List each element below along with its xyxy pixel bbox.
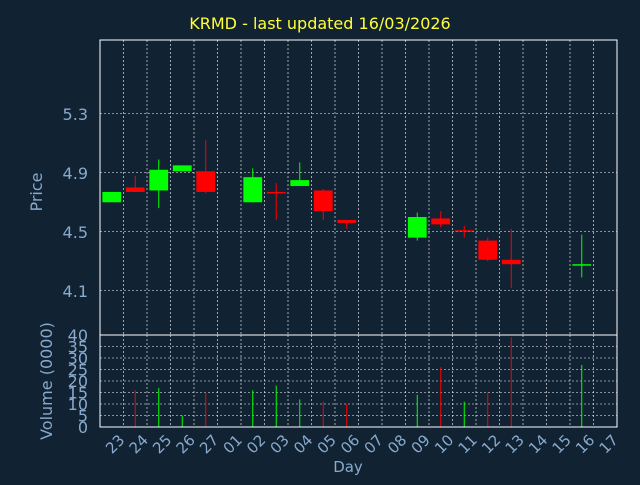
price-layer: [102, 140, 592, 288]
x-tick-label: 13: [502, 431, 528, 457]
candle-body: [149, 169, 169, 191]
candle-body: [196, 171, 216, 192]
candle-body: [478, 240, 498, 260]
volume-axis-title: Volume (0000): [37, 322, 56, 440]
x-tick-label: 26: [173, 431, 199, 457]
grid-layer: [100, 40, 617, 427]
x-tick-label: 14: [525, 431, 551, 457]
x-tick-label: 27: [196, 431, 222, 457]
candle-body: [125, 187, 145, 192]
x-tick-label: 15: [549, 431, 575, 457]
volume-tick-label: 40: [68, 326, 88, 345]
x-tick-label: 25: [149, 431, 175, 457]
candle-body: [501, 259, 521, 265]
volume-tick-label: 0: [78, 418, 88, 437]
x-tick-label: 05: [314, 431, 340, 457]
x-tick-label: 11: [455, 431, 481, 457]
x-tick-label: 12: [478, 431, 504, 457]
x-tick-label: 01: [220, 431, 246, 457]
x-tick-label: 09: [408, 431, 434, 457]
candle-body: [431, 218, 451, 225]
price-tick-label: 4.5: [63, 223, 88, 242]
x-tick-label: 24: [126, 431, 152, 457]
x-tick-label: 10: [431, 431, 457, 457]
candle-body: [290, 180, 310, 187]
x-axis-title: Day: [333, 458, 363, 476]
volume-layer: [134, 337, 583, 427]
volume-tick-label: 5: [78, 407, 88, 426]
candle-body: [407, 217, 427, 238]
x-tick-label: 03: [267, 431, 293, 457]
x-tick-label: 16: [572, 431, 598, 457]
x-tick-label: 08: [384, 431, 410, 457]
volume-tick-label: 30: [68, 349, 88, 368]
x-tick-label: 07: [361, 431, 387, 457]
x-tick-label: 04: [290, 431, 316, 457]
price-tick-label: 4.1: [63, 282, 88, 301]
volume-tick-label: 20: [68, 372, 88, 391]
x-tick-label: 02: [243, 431, 269, 457]
candle-body: [266, 191, 286, 194]
candle-body: [572, 264, 592, 266]
candle-body: [313, 190, 333, 212]
x-tick-label: 06: [337, 431, 363, 457]
candle-body: [102, 191, 122, 203]
volume-tick-label: 25: [68, 361, 88, 380]
x-tick-label: 23: [102, 431, 128, 457]
axis-layer: [99, 39, 618, 428]
volume-tick-label: 10: [68, 395, 88, 414]
candle-body: [337, 219, 357, 223]
volume-tick-label: 35: [68, 338, 88, 357]
label-layer: 5.34.94.54.14035302520151050232425262701…: [27, 105, 622, 476]
x-tick-label: 17: [596, 431, 622, 457]
candle-body: [243, 177, 263, 203]
candle-body: [454, 230, 474, 232]
chart-title: KRMD - last updated 16/03/2026: [189, 14, 451, 33]
volume-plot-frame: [99, 334, 618, 428]
candle-body: [172, 165, 192, 172]
price-tick-label: 5.3: [63, 105, 88, 124]
price-tick-label: 4.9: [63, 164, 88, 183]
volume-tick-label: 15: [68, 384, 88, 403]
price-axis-title: Price: [27, 172, 46, 211]
